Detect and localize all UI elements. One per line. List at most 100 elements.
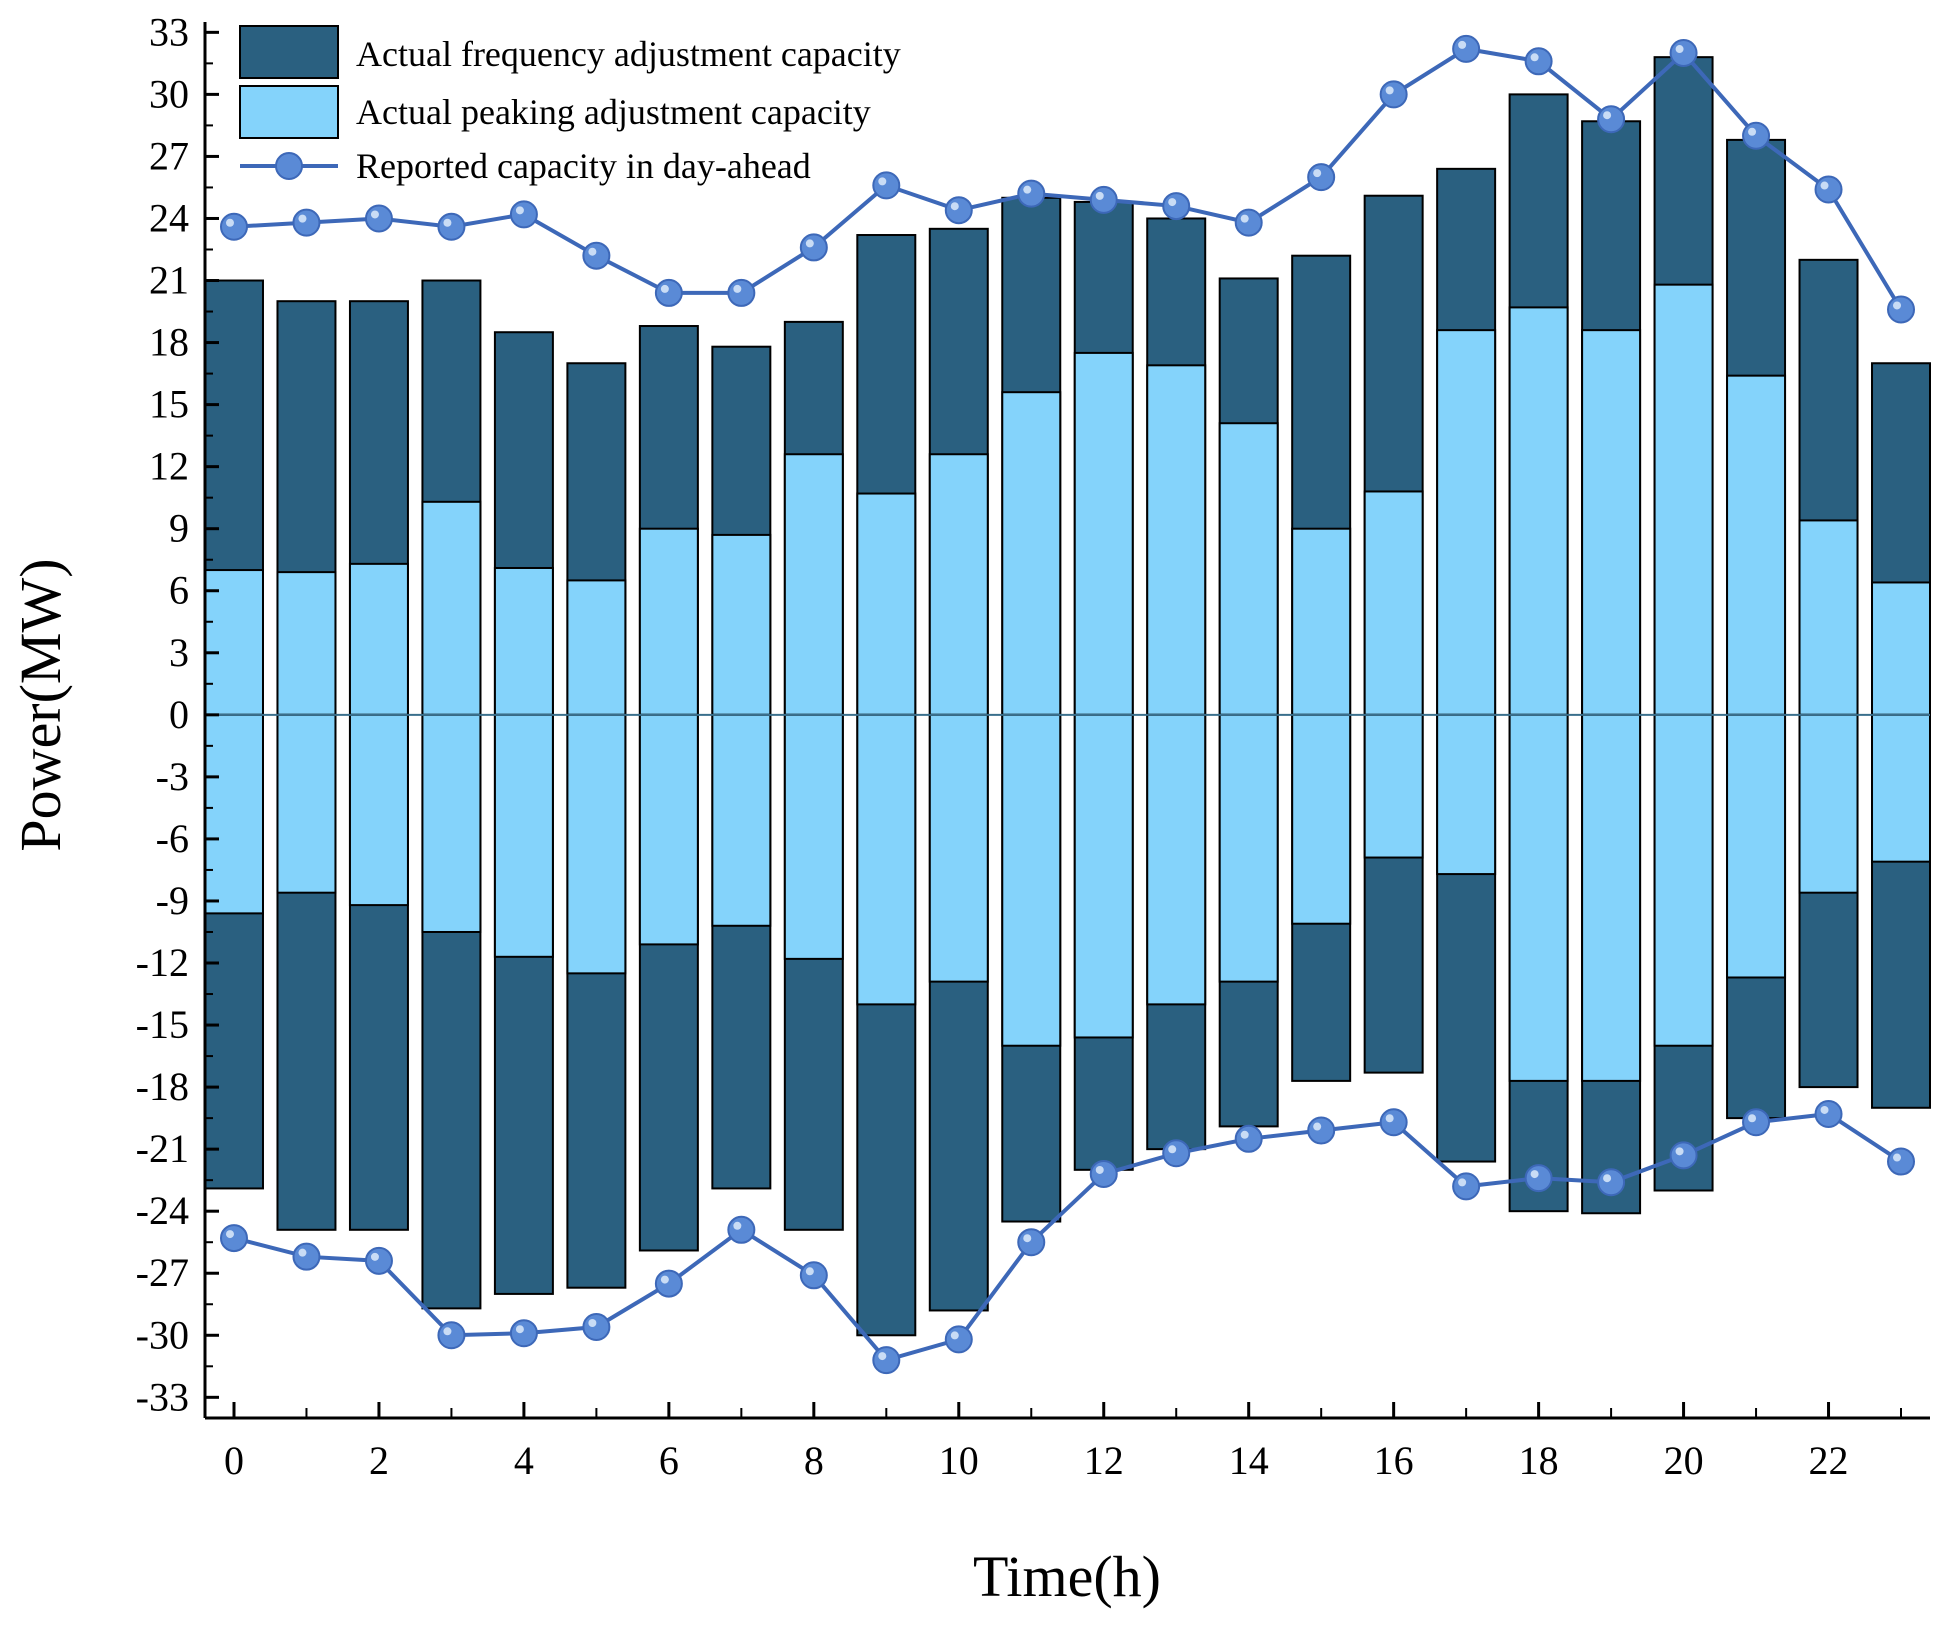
peaking-bar-lower bbox=[204, 713, 264, 915]
reported-point-lower bbox=[1742, 1108, 1771, 1137]
peaking-bar-upper bbox=[638, 527, 699, 716]
y-tick-label: 21 bbox=[149, 258, 189, 303]
y-axis-title: Power(MW) bbox=[8, 558, 73, 851]
reported-point-highlight bbox=[370, 1252, 379, 1261]
reported-point-lower bbox=[509, 1319, 538, 1348]
reported-point-highlight bbox=[515, 1325, 524, 1334]
peaking-bar-lower bbox=[783, 713, 844, 960]
x-tick-label: 12 bbox=[1084, 1438, 1124, 1483]
reported-point-upper bbox=[1452, 34, 1481, 63]
peaking-bar-upper bbox=[1726, 374, 1787, 716]
x-tick-label: 10 bbox=[939, 1438, 979, 1483]
peaking-bar-lower bbox=[928, 713, 989, 983]
peaking-bar-upper bbox=[1798, 519, 1859, 716]
reported-point-highlight bbox=[1893, 301, 1902, 310]
peaking-bar-upper bbox=[711, 533, 772, 716]
reported-point-lower bbox=[1669, 1141, 1698, 1170]
peaking-bar-lower bbox=[1653, 713, 1714, 1047]
reported-point-highlight bbox=[1603, 1174, 1612, 1183]
peaking-bar-upper bbox=[928, 453, 989, 716]
reported-point-highlight bbox=[878, 177, 887, 186]
reported-point-highlight bbox=[1313, 169, 1322, 178]
peaking-bar-lower bbox=[1726, 713, 1787, 979]
reported-point-upper bbox=[1597, 105, 1626, 134]
reported-point-lower bbox=[1814, 1099, 1843, 1128]
peaking-bar-upper bbox=[1001, 391, 1062, 716]
y-tick-label: -12 bbox=[136, 940, 189, 985]
peaking-bar-upper bbox=[348, 562, 409, 716]
reported-capacity-lines bbox=[219, 34, 1916, 1375]
legend-marker-reported bbox=[275, 152, 303, 180]
peaking-bar-upper bbox=[1508, 306, 1569, 716]
reported-point-highlight bbox=[1313, 1122, 1322, 1131]
peaking-bar-upper bbox=[1291, 527, 1352, 716]
reported-point-highlight bbox=[298, 214, 307, 223]
peaking-bar-lower bbox=[1798, 713, 1859, 894]
peaking-bar-lower bbox=[1363, 713, 1424, 859]
reported-point-lower bbox=[582, 1313, 611, 1342]
reported-point-lower bbox=[1524, 1164, 1553, 1193]
reported-point-lower bbox=[219, 1224, 248, 1253]
reported-point-highlight bbox=[225, 218, 234, 227]
peaking-bar-lower bbox=[1581, 713, 1642, 1082]
reported-point-highlight bbox=[660, 284, 669, 293]
reported-point-lower bbox=[654, 1269, 683, 1298]
peaking-bar-lower bbox=[1001, 713, 1062, 1047]
reported-point-highlight bbox=[1530, 53, 1539, 62]
legend-label-reported: Reported capacity in day-ahead bbox=[356, 146, 811, 186]
reported-point-highlight bbox=[1458, 1178, 1467, 1187]
y-tick-label: -24 bbox=[136, 1188, 189, 1233]
x-tick-label: 6 bbox=[659, 1438, 679, 1483]
peaking-bar-lower bbox=[1508, 713, 1569, 1082]
reported-point-highlight bbox=[733, 1221, 742, 1230]
reported-point-highlight bbox=[1458, 40, 1467, 49]
y-tick-label: -33 bbox=[136, 1374, 189, 1419]
y-tick-label: 33 bbox=[149, 9, 189, 54]
reported-point-highlight bbox=[588, 1319, 597, 1328]
y-tick-label: 9 bbox=[169, 506, 189, 551]
reported-point-highlight bbox=[1240, 214, 1249, 223]
reported-point-upper bbox=[872, 171, 901, 200]
peaking-bar-lower bbox=[638, 713, 699, 946]
reported-point-highlight bbox=[950, 1331, 959, 1340]
reported-point-highlight bbox=[588, 247, 597, 256]
y-tick-label: -30 bbox=[136, 1312, 189, 1357]
reported-point-lower bbox=[872, 1346, 901, 1375]
reported-point-highlight bbox=[878, 1352, 887, 1361]
reported-point-lower bbox=[944, 1325, 973, 1354]
y-tick-label: -15 bbox=[136, 1002, 189, 1047]
y-tick-label: 15 bbox=[149, 382, 189, 427]
reported-point-upper bbox=[1887, 295, 1916, 324]
reported-point-highlight bbox=[443, 218, 452, 227]
peaking-bar-lower bbox=[493, 713, 554, 958]
peaking-bar-upper bbox=[1436, 329, 1497, 716]
peaking-bar-upper bbox=[1218, 422, 1279, 716]
peaking-bar-upper bbox=[421, 500, 482, 716]
reported-point-highlight bbox=[1095, 1165, 1104, 1174]
reported-point-highlight bbox=[1168, 1145, 1177, 1154]
reported-point-upper bbox=[1307, 163, 1336, 192]
peaking-bar-upper bbox=[856, 492, 917, 716]
reported-point-lower bbox=[1887, 1147, 1916, 1176]
legend: Actual frequency adjustment capacity Act… bbox=[239, 25, 901, 186]
x-tick-label: 20 bbox=[1664, 1438, 1704, 1483]
reported-point-highlight bbox=[1023, 1234, 1032, 1243]
peaking-bar-upper bbox=[566, 579, 627, 716]
reported-point-highlight bbox=[950, 202, 959, 211]
reported-point-upper bbox=[1814, 175, 1843, 204]
reported-point-upper bbox=[799, 233, 828, 262]
peaking-bar-lower bbox=[348, 713, 409, 907]
reported-point-upper bbox=[437, 212, 466, 241]
x-axis-ticks: 0 2 4 6 8 10 12 14 16 18 20 22 bbox=[224, 1402, 1903, 1483]
reported-point-upper bbox=[1234, 208, 1263, 237]
reported-point-highlight bbox=[805, 239, 814, 248]
reported-point-lower bbox=[1089, 1159, 1118, 1188]
reported-point-upper bbox=[364, 204, 393, 233]
peaking-bar-upper bbox=[1363, 490, 1424, 716]
peaking-bar-upper bbox=[1146, 364, 1207, 716]
reported-point-highlight bbox=[1603, 111, 1612, 120]
y-tick-label: 0 bbox=[169, 692, 189, 737]
y-tick-label: 6 bbox=[169, 568, 189, 613]
reported-point-lower bbox=[1452, 1172, 1481, 1201]
